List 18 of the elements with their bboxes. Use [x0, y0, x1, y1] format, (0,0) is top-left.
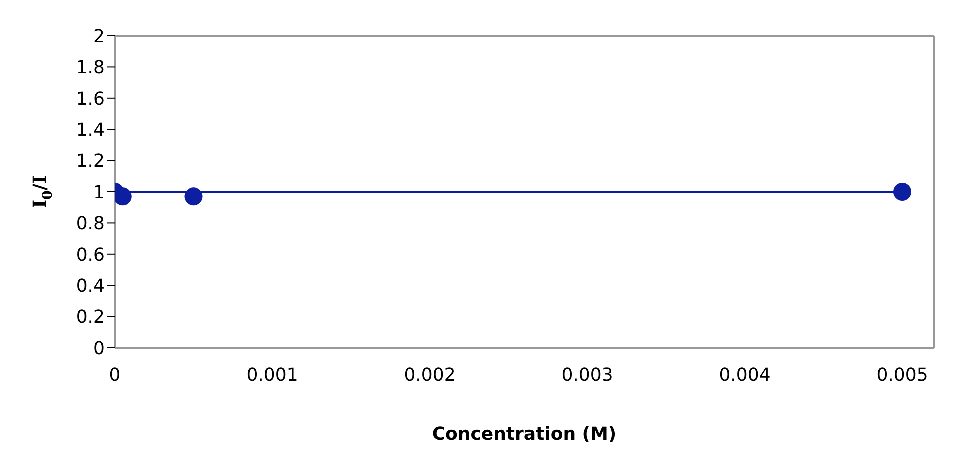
y-tick-label: 0.2: [76, 307, 105, 328]
y-tick-label: 0.4: [76, 276, 105, 297]
y-tick-label: 1.4: [76, 120, 105, 141]
y-tick-label: 0.8: [76, 214, 105, 235]
x-axis-title: Concentration (M): [432, 424, 617, 445]
y-tick-label: 2: [94, 26, 105, 48]
y-tick-label: 0: [94, 338, 105, 360]
x-tick-label: 0: [109, 364, 121, 386]
x-tick-label: 0.004: [719, 364, 771, 386]
y-tick-label: 1.2: [76, 151, 105, 172]
y-tick-label: 1: [94, 182, 105, 204]
x-tick-label: 0.003: [562, 364, 614, 386]
x-tick-label: 0.001: [246, 364, 298, 386]
y-tick-label: 1.8: [76, 58, 105, 79]
y-tick-label: 1.6: [76, 88, 105, 110]
x-tick-label: 0.002: [404, 364, 456, 386]
x-tick-label: 0.005: [876, 364, 928, 386]
y-tick-label: 0.6: [76, 244, 105, 266]
